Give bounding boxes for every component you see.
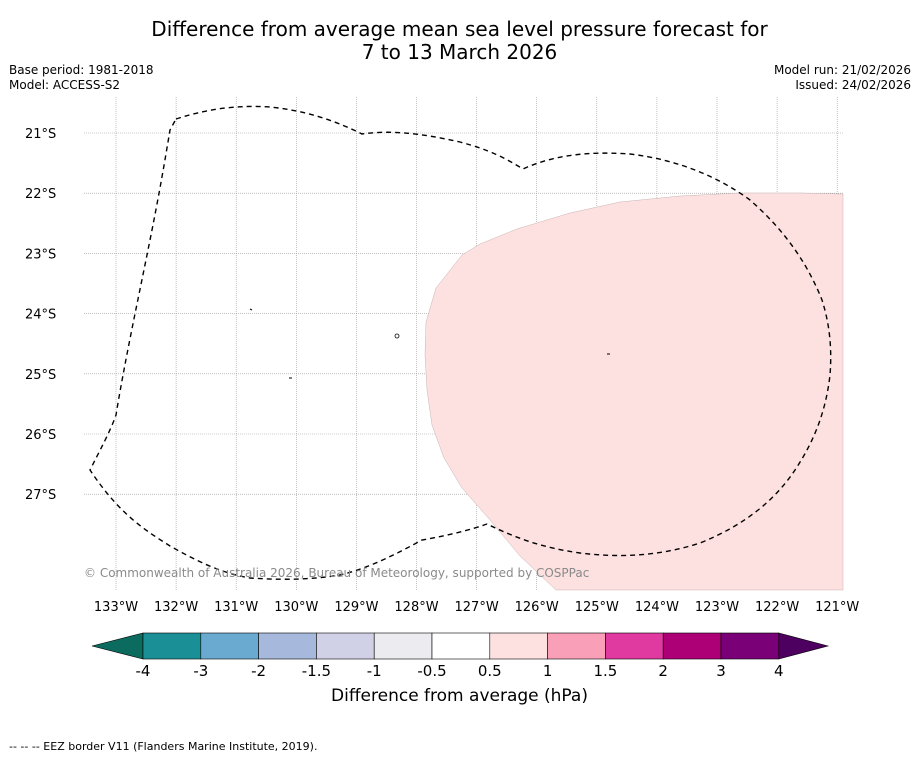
colorbar-tick-label: 0.5 <box>478 662 502 680</box>
colorbar-high-extend <box>778 632 830 660</box>
lon-label: 130°W <box>274 600 318 615</box>
base-period: Base period: 1981-2018 <box>9 63 154 77</box>
colorbar-segment <box>720 632 780 660</box>
lon-label: 123°W <box>695 600 739 615</box>
colorbar-label: Difference from average (hPa) <box>331 686 588 706</box>
colorbar-segment <box>200 632 259 660</box>
latitude-labels: 21°S 22°S 23°S 24°S 25°S 26°S 27°S <box>25 127 56 503</box>
lat-label: 22°S <box>25 187 56 202</box>
issued-date: Issued: 24/02/2026 <box>795 78 911 92</box>
colorbar-segment <box>605 632 664 660</box>
colorbar-tick-label: -3 <box>193 662 208 680</box>
copyright-text: © Commonwealth of Australia 2026, Bureau… <box>84 566 589 580</box>
colorbar-tick-label: 3 <box>716 662 726 680</box>
model-name: Model: ACCESS-S2 <box>9 78 121 92</box>
lat-label: 21°S <box>25 127 56 142</box>
lat-label: 24°S <box>25 308 56 323</box>
colorbar-tick-label: 1.5 <box>593 662 617 680</box>
lat-label: 23°S <box>25 247 56 262</box>
colorbar-segment <box>142 632 202 660</box>
colorbar-segment <box>316 632 375 660</box>
lon-label: 129°W <box>334 600 378 615</box>
lon-label: 127°W <box>455 600 499 615</box>
colorbar: -4 -3 -2 -1.5 -1 -0.5 0.5 1 1.5 2 3 4 <box>91 632 830 680</box>
colorbar-tick-label: -0.5 <box>417 662 446 680</box>
meta-right: Model run: 21/02/2026 Issued: 24/02/2026 <box>774 63 911 93</box>
colorbar-segment <box>373 632 433 660</box>
colorbar-tick-label: 1 <box>543 662 553 680</box>
lon-label: 126°W <box>515 600 559 615</box>
colorbar-tick-label: 2 <box>658 662 668 680</box>
lon-label: 125°W <box>575 600 619 615</box>
colorbar-tick-label: -1.5 <box>302 662 331 680</box>
meta-left: Base period: 1981-2018 Model: ACCESS-S2 <box>9 63 154 93</box>
colorbar-tick-label: -1 <box>367 662 382 680</box>
lat-label: 27°S <box>25 488 56 503</box>
colorbar-low-extend <box>91 632 144 660</box>
colorbar-tick-label: 4 <box>774 662 784 680</box>
longitude-labels: 133°W 132°W 131°W 130°W 129°W 128°W 127°W 126°W… <box>94 600 860 615</box>
title-line-1: Difference from average mean sea level p… <box>151 17 768 41</box>
lon-label: 133°W <box>94 600 138 615</box>
title-line-2: 7 to 13 March 2026 <box>361 40 558 64</box>
colorbar-segment <box>258 632 317 660</box>
colorbar-segment <box>431 632 491 660</box>
lon-label: 132°W <box>154 600 198 615</box>
colorbar-tick-label: -2 <box>251 662 266 680</box>
anomaly-region-positive <box>424 192 844 591</box>
colorbar-segment <box>662 632 722 660</box>
footnote: -- -- -- EEZ border V11 (Flanders Marine… <box>9 740 318 753</box>
lon-label: 128°W <box>394 600 438 615</box>
lon-label: 122°W <box>755 600 799 615</box>
colorbar-segment <box>489 632 548 660</box>
model-run: Model run: 21/02/2026 <box>773 63 911 77</box>
lon-label: 124°W <box>635 600 679 615</box>
map-title: Difference from average mean sea level p… <box>0 18 919 64</box>
lon-label: 121°W <box>815 600 859 615</box>
lat-label: 25°S <box>25 368 56 383</box>
island-3 <box>394 333 400 339</box>
colorbar-segment <box>547 632 606 660</box>
colorbar-tick-label: -4 <box>136 662 151 680</box>
lat-label: 26°S <box>25 428 56 443</box>
lon-label: 131°W <box>214 600 258 615</box>
island-1 <box>249 308 253 311</box>
